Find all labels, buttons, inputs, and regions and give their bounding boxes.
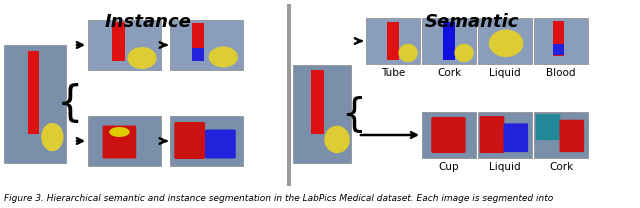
FancyBboxPatch shape — [88, 116, 161, 166]
Text: {: { — [57, 83, 83, 125]
Bar — [311, 70, 324, 134]
Text: Tube: Tube — [381, 68, 405, 78]
FancyBboxPatch shape — [534, 18, 588, 64]
Ellipse shape — [209, 47, 238, 68]
Text: Liquid: Liquid — [489, 68, 521, 78]
Bar — [113, 21, 125, 61]
FancyBboxPatch shape — [536, 114, 561, 140]
Ellipse shape — [109, 127, 130, 137]
FancyBboxPatch shape — [102, 125, 136, 158]
Bar — [553, 44, 564, 55]
Bar — [28, 51, 39, 134]
FancyBboxPatch shape — [170, 116, 243, 166]
Text: Cup: Cup — [438, 162, 460, 172]
FancyBboxPatch shape — [174, 122, 205, 159]
Ellipse shape — [127, 47, 157, 69]
FancyBboxPatch shape — [504, 123, 528, 152]
Bar — [192, 23, 204, 55]
FancyBboxPatch shape — [478, 112, 532, 158]
Ellipse shape — [41, 123, 63, 151]
FancyBboxPatch shape — [88, 20, 161, 70]
Text: Instance: Instance — [104, 13, 191, 31]
FancyBboxPatch shape — [534, 112, 588, 158]
Ellipse shape — [398, 44, 418, 62]
Ellipse shape — [489, 30, 524, 57]
FancyBboxPatch shape — [559, 120, 584, 152]
Text: Cork: Cork — [437, 68, 461, 78]
FancyBboxPatch shape — [293, 65, 351, 163]
Text: Blood: Blood — [547, 68, 576, 78]
FancyBboxPatch shape — [431, 117, 466, 153]
FancyBboxPatch shape — [366, 18, 420, 64]
FancyBboxPatch shape — [478, 18, 532, 64]
Text: Semantic: Semantic — [425, 13, 519, 31]
Bar — [192, 48, 204, 61]
FancyBboxPatch shape — [205, 130, 236, 158]
Bar — [443, 22, 455, 60]
Bar — [553, 21, 564, 56]
Bar — [387, 22, 399, 60]
Ellipse shape — [324, 126, 350, 153]
Text: Liquid: Liquid — [489, 162, 521, 172]
FancyBboxPatch shape — [170, 20, 243, 70]
FancyBboxPatch shape — [480, 116, 504, 153]
FancyBboxPatch shape — [422, 18, 476, 64]
Text: {: { — [342, 95, 366, 133]
Text: Cork: Cork — [549, 162, 573, 172]
Text: Figure 3. Hierarchical semantic and instance segmentation in the LabPics Medical: Figure 3. Hierarchical semantic and inst… — [4, 194, 553, 203]
FancyBboxPatch shape — [422, 112, 476, 158]
Ellipse shape — [454, 44, 474, 62]
Bar — [287, 4, 291, 186]
FancyBboxPatch shape — [4, 45, 66, 163]
